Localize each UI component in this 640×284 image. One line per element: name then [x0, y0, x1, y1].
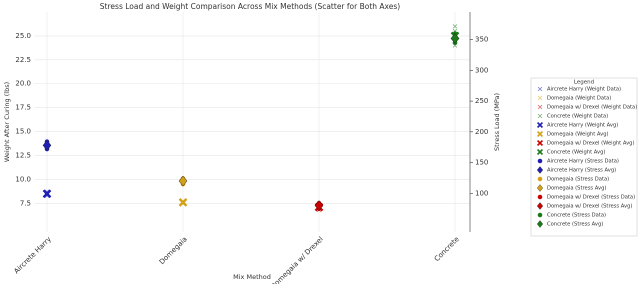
weight-avg	[42, 189, 52, 199]
y-tick-label: 10.0	[15, 175, 31, 183]
legend-marker	[537, 158, 543, 164]
y2-tick-label: 250	[475, 97, 488, 105]
legend-marker	[537, 95, 543, 101]
y-tick-label: 12.5	[15, 151, 31, 159]
stress-avg	[42, 139, 52, 151]
stress-avg	[314, 200, 324, 211]
legend-label: Domegaia w/ Drexel (Stress Data)	[547, 195, 635, 201]
legend-label: Concrete (Weight Data)	[547, 114, 608, 120]
legend-label: Domegaia (Weight Data)	[547, 96, 611, 102]
legend-box	[530, 77, 638, 237]
y2-tick-label: 350	[475, 36, 488, 44]
y-tick-label: 15.0	[15, 128, 31, 136]
legend-marker	[536, 220, 544, 228]
y-tick-label: 17.5	[15, 104, 31, 112]
legend-label: Aircrete Harry (Stress Avg)	[547, 168, 616, 174]
x-tick-label: Domegaia w/ Drexel	[269, 235, 325, 284]
legend-label: Domegaia (Stress Avg)	[547, 186, 606, 192]
legend-label: Concrete (Stress Avg)	[547, 222, 603, 228]
stress-avg	[450, 33, 460, 44]
legend-label: Aircrete Harry (Weight Data)	[547, 87, 621, 93]
legend-marker	[536, 166, 544, 174]
legend-marker	[536, 202, 544, 210]
y-tick-label: 25.0	[15, 32, 31, 40]
weight-avg	[178, 197, 188, 207]
legend-label: Domegaia (Stress Data)	[547, 177, 609, 183]
x-axis-label: Mix Method	[233, 273, 271, 281]
legend-marker	[537, 176, 543, 182]
y2-tick-label: 200	[475, 128, 488, 136]
legend-title: Legend	[574, 80, 594, 86]
legend-label: Domegaia w/ Drexel (Weight Data)	[547, 105, 637, 111]
legend-marker	[536, 184, 544, 192]
y-tick-label: 22.5	[15, 56, 31, 64]
legend-marker	[537, 104, 543, 110]
legend-marker	[537, 86, 543, 92]
x-tick-label: Aircrete Harry	[13, 235, 53, 275]
legend-marker	[536, 139, 544, 147]
y2-tick-label: 150	[475, 159, 488, 167]
legend-marker	[536, 148, 544, 156]
legend-marker	[536, 121, 544, 129]
y-tick-label: 20.0	[15, 80, 31, 88]
legend-label: Domegaia w/ Drexel (Stress Avg)	[547, 204, 632, 210]
y-axis-label: Weight After Curing (lbs)	[3, 82, 11, 162]
legend-label: Concrete (Stress Data)	[547, 213, 606, 219]
x-tick-label: Domegaia	[158, 235, 189, 266]
chart-title: Stress Load and Weight Comparison Across…	[100, 2, 400, 11]
legend-marker	[536, 130, 544, 138]
legend-label: Domegaia (Weight Avg)	[547, 132, 609, 138]
legend-label: Concrete (Weight Avg)	[547, 150, 605, 156]
legend-marker	[537, 113, 543, 119]
y2-tick-label: 100	[475, 189, 488, 197]
y-tick-label: 7.5	[20, 199, 31, 207]
weight-point	[452, 24, 458, 29]
legend-label: Domegaia w/ Drexel (Weight Avg)	[547, 141, 634, 147]
legend-marker	[537, 194, 543, 200]
y2-tick-label: 300	[475, 66, 488, 74]
legend-label: Aircrete Harry (Weight Avg)	[547, 123, 618, 129]
stress-avg	[178, 175, 188, 187]
y2-axis-label: Stress Load (MPa)	[493, 93, 501, 151]
legend-label: Aircrete Harry (Stress Data)	[547, 159, 619, 165]
legend-marker	[537, 212, 543, 218]
x-tick-label: Concrete	[433, 235, 461, 263]
